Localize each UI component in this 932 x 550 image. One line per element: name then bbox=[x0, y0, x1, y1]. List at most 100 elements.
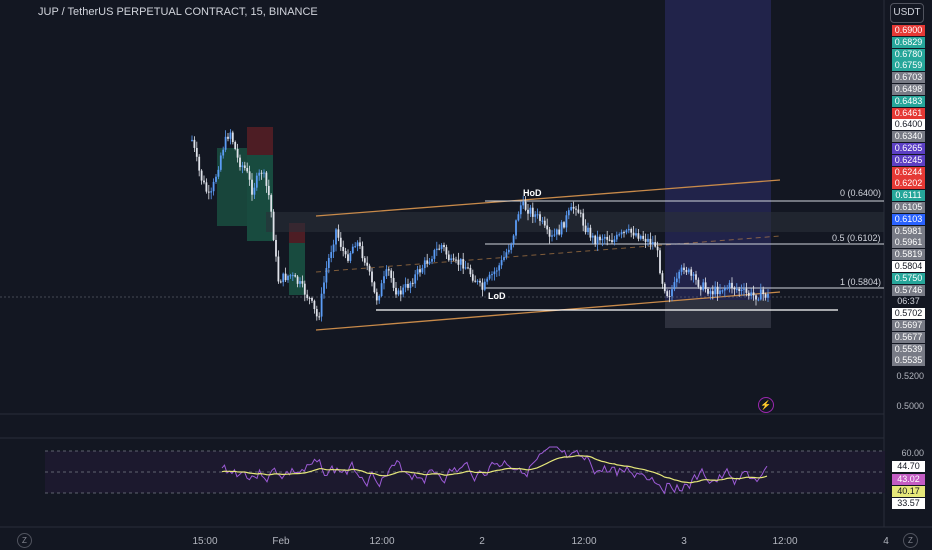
candle-body bbox=[411, 282, 414, 284]
price-axis-tag: 0.5677 bbox=[892, 331, 925, 343]
candle-body bbox=[697, 279, 700, 287]
candle-body bbox=[683, 267, 685, 271]
price-axis-tag: 0.6202 bbox=[892, 178, 925, 190]
candle-body bbox=[375, 292, 378, 301]
currency-button[interactable]: USDT bbox=[890, 3, 924, 23]
candle-body bbox=[723, 288, 726, 291]
hod-label: HoD bbox=[523, 188, 542, 198]
candle-body bbox=[743, 288, 745, 290]
candle-body bbox=[493, 271, 496, 275]
price-axis-tag: 0.6900 bbox=[892, 25, 925, 36]
candle-body bbox=[253, 187, 256, 195]
candle-body bbox=[608, 239, 611, 241]
candle-body bbox=[618, 234, 621, 236]
candle-body bbox=[270, 195, 273, 212]
supply-zone bbox=[247, 127, 273, 155]
lightning-icon[interactable]: ⚡ bbox=[758, 397, 774, 413]
candle-body bbox=[587, 227, 589, 233]
symbol-title[interactable]: JUP / TetherUS PERPETUAL CONTRACT, 15, B… bbox=[38, 6, 318, 18]
candle-body bbox=[519, 205, 522, 215]
fib-0-label: 0 (0.6400) bbox=[840, 188, 882, 198]
candle-body bbox=[707, 288, 709, 294]
candle-body bbox=[589, 227, 592, 238]
candle-body bbox=[654, 242, 657, 247]
rsi-ma-line[interactable] bbox=[221, 455, 768, 484]
candle-body bbox=[323, 282, 325, 294]
candle-body bbox=[289, 275, 292, 277]
candle-body bbox=[361, 246, 364, 259]
price-axis-tag: 0.5750 bbox=[892, 272, 925, 284]
price-axis-tag: 0.6759 bbox=[892, 60, 925, 72]
timezone-icon[interactable]: Z bbox=[17, 533, 32, 548]
candle-body bbox=[431, 258, 433, 262]
candle-body bbox=[570, 206, 573, 211]
candle-body bbox=[563, 222, 565, 228]
price-axis-tag: 0.6461 bbox=[892, 107, 925, 119]
candle-body bbox=[767, 293, 769, 298]
auto-scale-icon[interactable]: Z bbox=[903, 533, 918, 548]
candle-body bbox=[524, 201, 527, 210]
rsi-tag: 33.57 bbox=[892, 498, 925, 509]
candle-body bbox=[363, 258, 366, 263]
candle-body bbox=[575, 208, 577, 210]
candle-body bbox=[291, 275, 294, 277]
candle-body bbox=[656, 246, 659, 251]
price-axis-tag: 0.5819 bbox=[892, 249, 925, 261]
candle-body bbox=[224, 136, 227, 150]
candle-body bbox=[498, 265, 501, 271]
candle-body bbox=[243, 165, 246, 169]
candle-body bbox=[354, 246, 357, 248]
channel-upper-line[interactable] bbox=[315, 179, 781, 217]
candle-body bbox=[762, 289, 765, 295]
candle-body bbox=[248, 171, 251, 180]
candle-body bbox=[404, 283, 407, 288]
price-axis-tag: 0.6829 bbox=[892, 36, 925, 48]
candle-body bbox=[303, 283, 306, 295]
rsi-tag: 40.17 bbox=[892, 486, 925, 497]
candle-body bbox=[577, 209, 580, 213]
candle-body bbox=[567, 210, 570, 216]
candle-body bbox=[318, 316, 321, 318]
candle-body bbox=[229, 132, 232, 139]
candle-body bbox=[299, 281, 301, 284]
candle-body bbox=[397, 290, 400, 295]
range-band bbox=[266, 212, 884, 232]
price-axis-tag: 0.6265 bbox=[892, 143, 925, 154]
candle-body bbox=[671, 289, 673, 297]
candle-body bbox=[543, 220, 546, 226]
demand-zone bbox=[217, 148, 247, 226]
candles bbox=[191, 129, 769, 322]
price-axis-tag: 0.6703 bbox=[892, 72, 925, 84]
channel-lower-line[interactable] bbox=[315, 291, 781, 331]
candle-body bbox=[486, 278, 489, 282]
candle-body bbox=[750, 292, 753, 296]
candle-body bbox=[534, 214, 537, 217]
candle-body bbox=[596, 236, 599, 245]
candle-body bbox=[649, 238, 652, 245]
candle-body bbox=[246, 168, 249, 172]
candle-body bbox=[635, 233, 637, 236]
price-axis-tag: 0.5697 bbox=[892, 320, 925, 331]
channel-mid-line[interactable] bbox=[315, 235, 781, 273]
candle-body bbox=[719, 290, 721, 295]
candle-body bbox=[579, 212, 582, 214]
rsi-line[interactable] bbox=[221, 446, 768, 495]
price-axis-tag: 0.6780 bbox=[892, 48, 925, 60]
candle-body bbox=[450, 258, 453, 261]
candle-body bbox=[582, 213, 585, 226]
candle-body bbox=[627, 228, 630, 231]
candle-body bbox=[464, 267, 467, 269]
time-tick: 4 bbox=[883, 536, 889, 547]
candle-body bbox=[709, 291, 712, 294]
candle-body bbox=[337, 229, 340, 238]
candle-body bbox=[452, 258, 455, 260]
candle-body bbox=[479, 280, 481, 283]
candle-body bbox=[212, 181, 215, 192]
candle-body bbox=[507, 249, 510, 253]
time-tick: 12:00 bbox=[369, 536, 395, 547]
candle-body bbox=[440, 245, 443, 249]
candle-body bbox=[680, 267, 683, 272]
candle-body bbox=[565, 215, 568, 228]
candle-body bbox=[699, 286, 702, 290]
